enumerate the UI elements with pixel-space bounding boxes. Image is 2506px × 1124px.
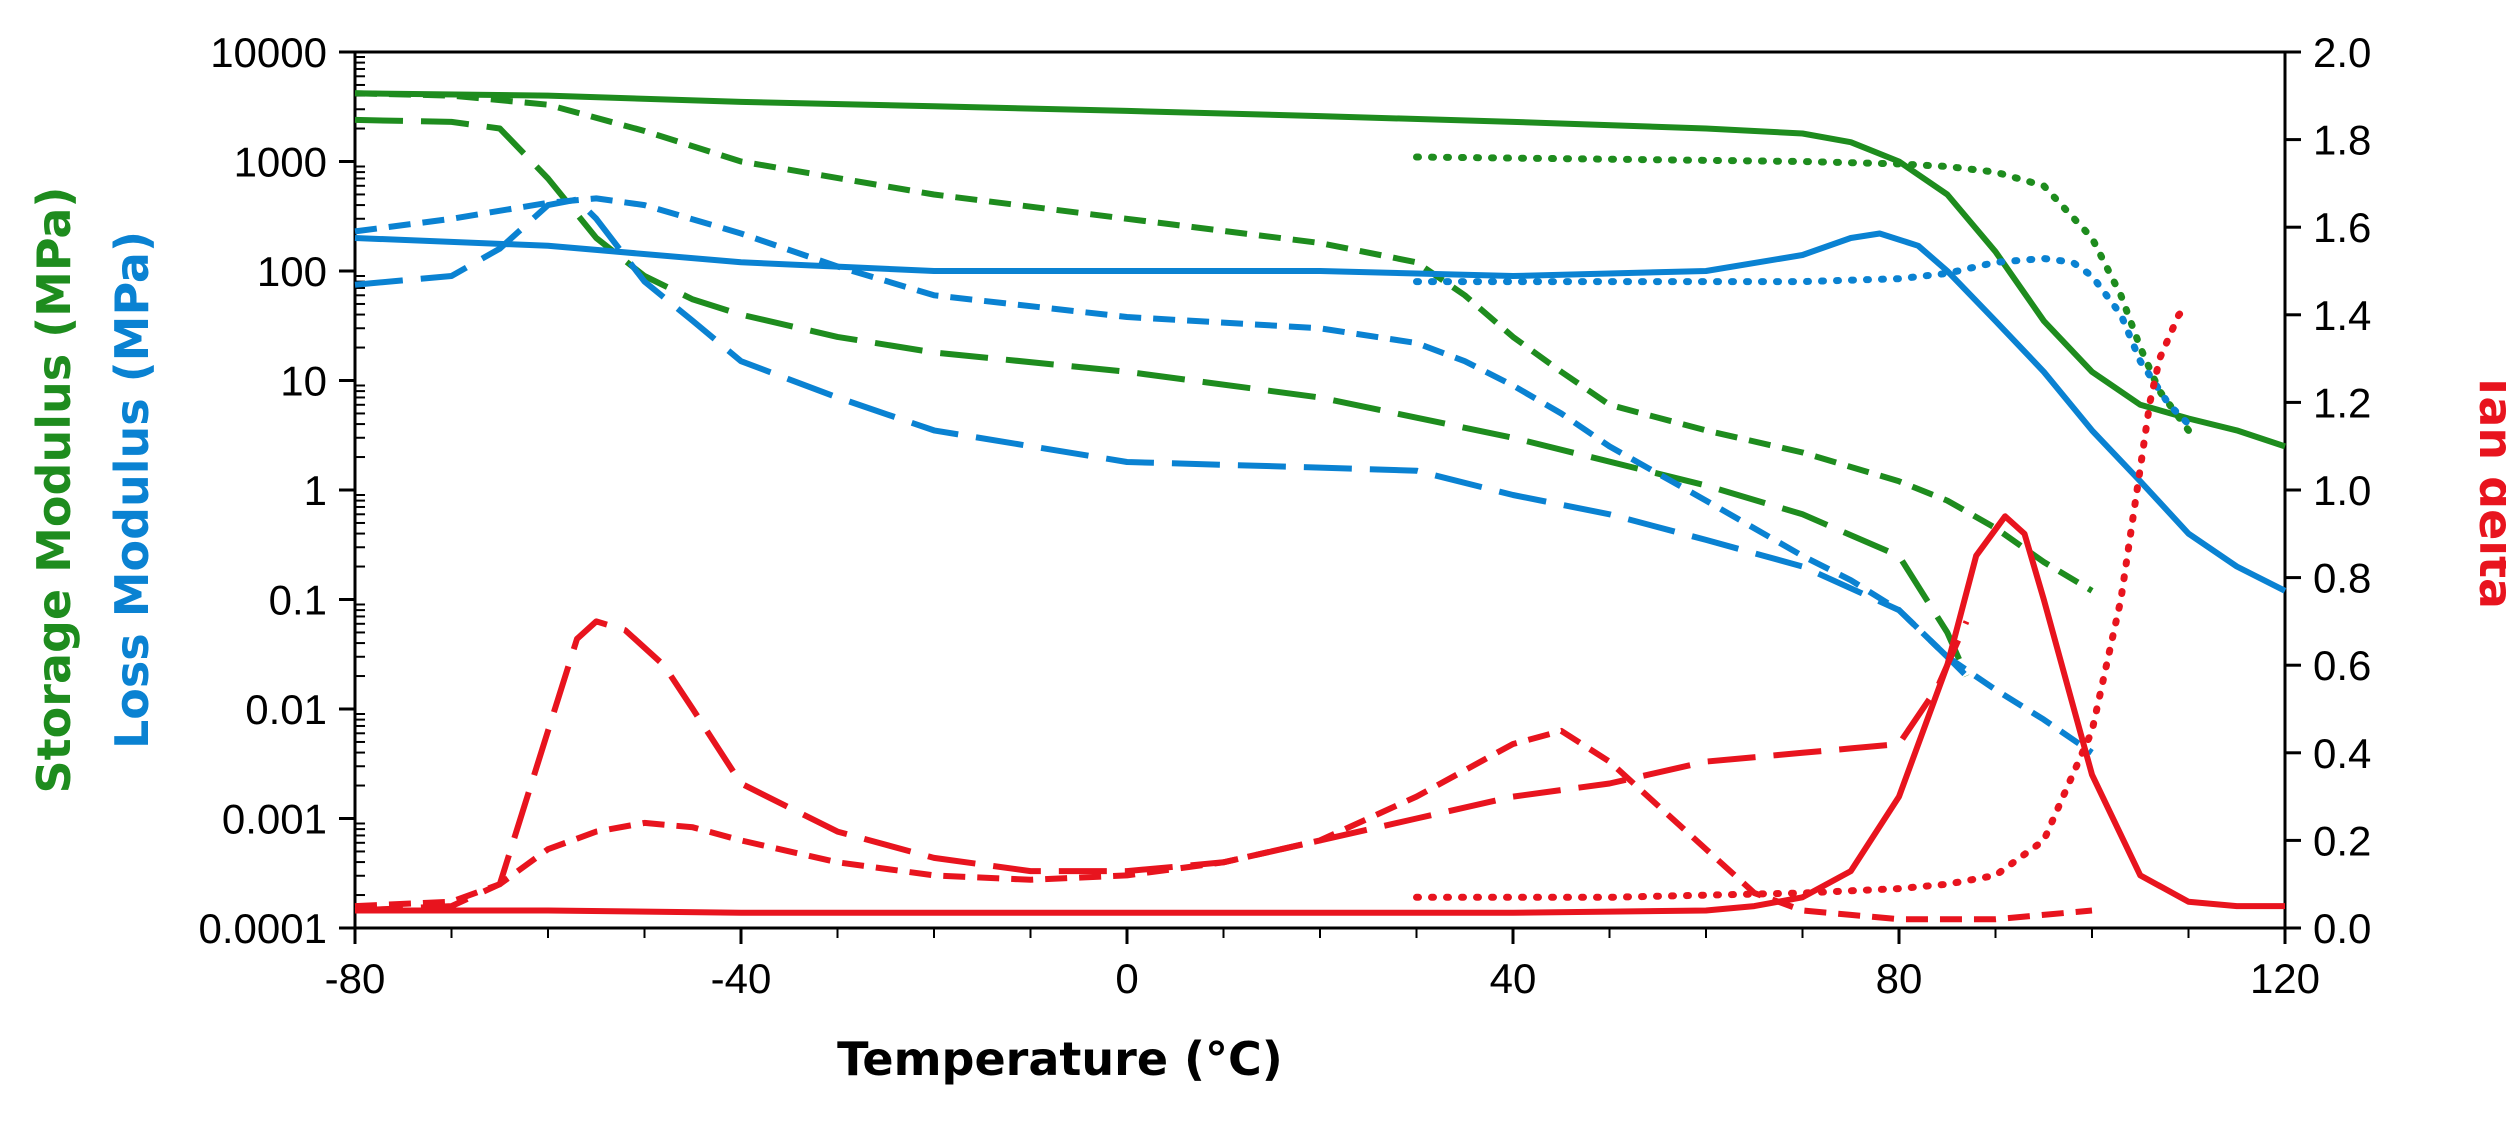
tick-label-layer: 10000 1000 100 10 1 0.1 0.01 0.001 0.0001 2.0 1.8 1…	[199, 29, 2372, 1002]
right-y-tick-label: 0.4	[2313, 730, 2371, 777]
right-y-tick-label: 1.2	[2313, 379, 2371, 426]
y-axis-title-storage: Storage Modulus (MPa)	[27, 187, 81, 794]
x-tick-label: -80	[325, 955, 386, 1002]
left-y-tick-label: 0.01	[245, 686, 327, 733]
left-y-tick-label: 10	[280, 358, 327, 405]
right-y-tick-label: 2.0	[2313, 29, 2371, 76]
x-tick-label: -40	[711, 955, 772, 1002]
right-y-tick-label: 0.8	[2313, 555, 2371, 602]
axis-title-layer: Temperature (°C) Storage Modulus (MPa) L…	[27, 187, 2506, 1086]
storage-modulus-longdash-line	[354, 116, 1970, 678]
loss-modulus-shortdash-line	[354, 195, 2094, 756]
storage-modulus-solid-line	[354, 90, 2286, 450]
right-y-tick-label: 1.8	[2313, 117, 2371, 164]
left-y-tick-label: 0.001	[222, 796, 327, 843]
left-y-tick-label: 0.0001	[199, 905, 327, 952]
left-y-tick-label: 1	[304, 467, 327, 514]
x-axis-title: Temperature (°C)	[837, 1032, 1283, 1086]
y-axis-title-loss: Loss Modulus (MPa)	[105, 231, 159, 749]
tan-delta-solid-line	[355, 513, 2285, 916]
left-y-tick-label: 100	[257, 248, 327, 295]
tan-delta-shortdash-line	[354, 727, 2093, 923]
loss-modulus-longdash-line	[354, 196, 1969, 679]
x-tick-label: 40	[1490, 955, 1537, 1002]
right-y-tick-label: 0.6	[2313, 642, 2371, 689]
right-y-tick-label: 0.2	[2313, 817, 2371, 864]
axis-frame-layer	[339, 50, 2301, 944]
left-y-tick-label: 0.1	[269, 577, 327, 624]
tan-delta-longdash-line	[354, 618, 1970, 914]
y-axis-title-tan-delta: Tan delta	[2469, 371, 2506, 609]
series-layer	[354, 90, 2287, 923]
storage-modulus-dotted-line	[1413, 153, 2192, 434]
right-y-tick-label: 0.0	[2313, 905, 2371, 952]
right-y-tick-label: 1.6	[2313, 204, 2371, 251]
loss-modulus-solid-line	[354, 230, 2287, 594]
tan-delta-dotted-line	[1413, 302, 2192, 901]
x-tick-label: 120	[2250, 955, 2320, 1002]
x-tick-label: 80	[1876, 955, 1923, 1002]
storage-modulus-shortdash-line	[354, 90, 2094, 594]
left-y-tick-label: 1000	[234, 139, 327, 186]
left-y-tick-label: 10000	[210, 29, 327, 76]
loss-modulus-dotted-line	[1413, 255, 2192, 428]
x-tick-label: 0	[1115, 955, 1138, 1002]
right-y-tick-label: 1.4	[2313, 292, 2371, 339]
right-y-tick-label: 1.0	[2313, 467, 2371, 514]
